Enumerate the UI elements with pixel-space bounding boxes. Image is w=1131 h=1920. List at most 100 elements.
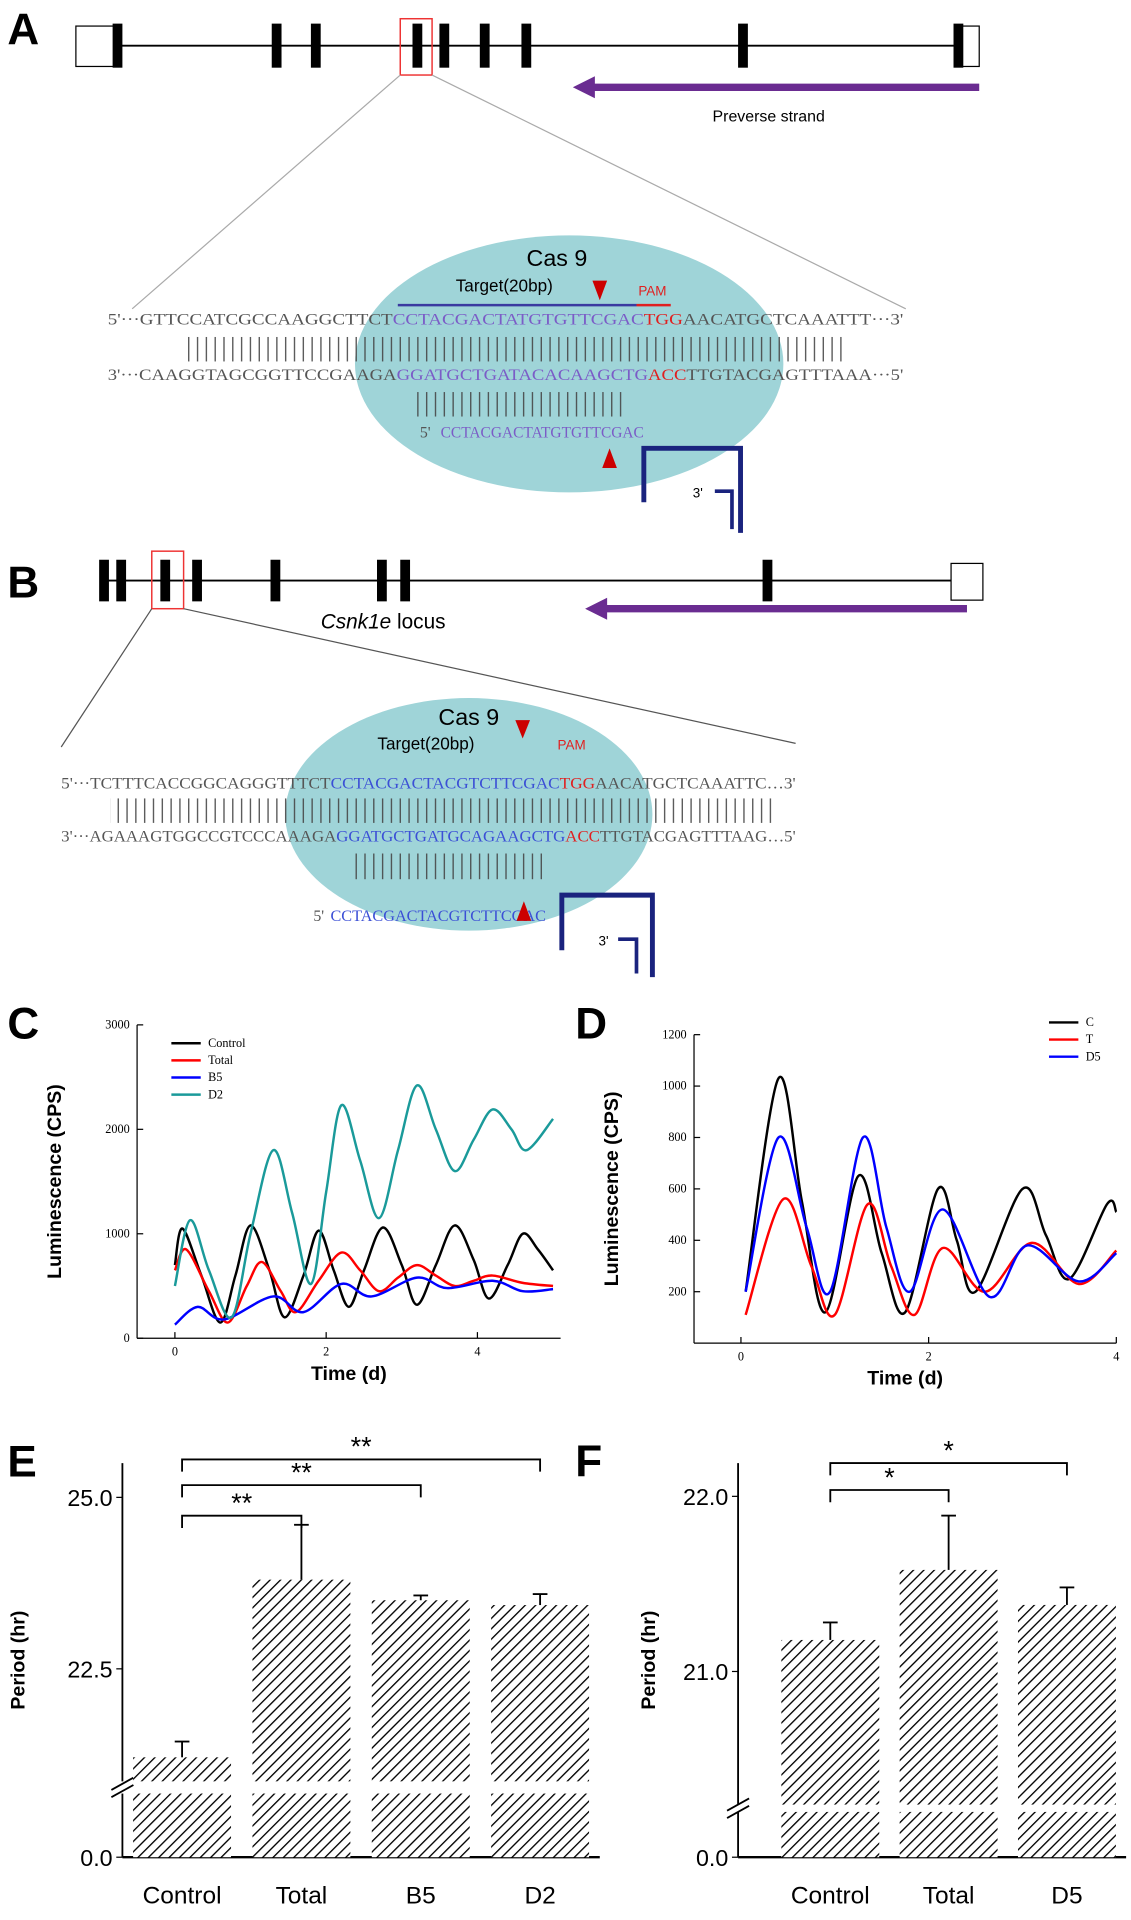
zoom-line <box>131 74 401 310</box>
scaffold-end: 3' <box>693 485 703 500</box>
series-line <box>744 1197 1118 1318</box>
seq-part: AACATGCTCAAATTC…3' <box>595 776 796 793</box>
seq-pam: TGG <box>644 312 683 329</box>
bar <box>252 1579 351 1782</box>
y-tick-label: 25.0 <box>67 1485 112 1511</box>
series-line <box>174 1276 554 1326</box>
seq-part: 5'···GTTCCATCGCCAAGGCTTCT <box>108 312 393 329</box>
y-tick-label: 0.0 <box>80 1845 112 1871</box>
seq-pam: TGG <box>560 776 595 793</box>
zoom-line <box>183 608 796 744</box>
legend-label: T <box>1086 1032 1094 1046</box>
series-line <box>173 1224 555 1324</box>
bar-lower <box>252 1793 351 1858</box>
y-tick-label: 3000 <box>105 1018 129 1032</box>
target-label: Target(20bp) <box>377 733 474 753</box>
bar-lower <box>133 1793 232 1858</box>
seq-pam: ACC <box>565 828 600 845</box>
scaffold <box>618 937 639 974</box>
significance-bracket <box>181 1484 422 1498</box>
y-tick-label: 21.0 <box>683 1659 728 1685</box>
bottom-strand: 3'···AGAAAGTGGCCGTCCCAAAGA GGATGCTGATGCAG… <box>61 828 796 845</box>
significance-label: * <box>884 1462 895 1492</box>
zoom-line <box>431 74 907 310</box>
scaffold <box>641 445 743 533</box>
bar <box>491 1605 590 1782</box>
bar-lower <box>371 1793 470 1858</box>
y-tick-label: 22.0 <box>683 1484 728 1510</box>
bar <box>1017 1604 1116 1805</box>
guide-seq: CCTACGACTATGTGTTCGAC <box>441 424 644 441</box>
significance-label: ** <box>291 1457 312 1487</box>
guide-seq: CCTACGACTACGTCTTCGAC <box>330 908 545 925</box>
bar-lower <box>491 1793 590 1858</box>
bottom-strand: 3'···CAAGGTAGCGGTTCCGAAGA GGATGCTGATACACA… <box>108 367 904 384</box>
panel-a: A Preverse strand Cas 9 Target(20bp) PAM… <box>7 5 980 533</box>
panel-label: F <box>575 1438 602 1487</box>
bar-lower <box>899 1811 998 1858</box>
bar-lower <box>1017 1811 1116 1858</box>
bar <box>899 1569 998 1805</box>
utr-box <box>75 25 117 68</box>
exons <box>112 23 964 68</box>
axis-break <box>726 1804 750 1819</box>
scaffold <box>559 892 655 978</box>
pam-label: PAM <box>558 737 586 752</box>
seq-pam: ACC <box>648 367 686 384</box>
strand-label: Preverse strand <box>713 109 825 126</box>
highlight-box <box>151 550 185 610</box>
series-line <box>744 1135 1118 1299</box>
cut-arrow <box>592 280 608 301</box>
base-pairs <box>183 336 845 362</box>
x-tick-label: Control <box>143 1883 222 1910</box>
y-tick-label: 22.5 <box>67 1656 112 1682</box>
scaffold <box>714 489 734 530</box>
bar <box>133 1757 232 1782</box>
target-label: Target(20bp) <box>456 276 553 296</box>
x-tick-label: D5 <box>1051 1883 1082 1910</box>
panel-label: B <box>7 559 39 608</box>
legend-label: D2 <box>208 1087 223 1101</box>
x-tick-label: B5 <box>406 1883 436 1910</box>
pam-label: PAM <box>638 283 666 298</box>
cut-arrow <box>515 720 531 739</box>
x-tick-label: 2 <box>323 1344 329 1358</box>
y-axis-label: Period (hr) <box>638 1611 660 1710</box>
seq-part: AACATGCTCAAATTT···3' <box>683 312 904 329</box>
series-line <box>173 1084 555 1320</box>
legend-label: D5 <box>1086 1049 1101 1063</box>
base-pairs <box>416 392 625 417</box>
seq-part: TTGTACGAGTTTAAG…5' <box>600 828 796 845</box>
y-tick-label: 1200 <box>662 1027 686 1041</box>
seq-part: 5'···TCTTTCACCGGCAGGGTTTCT <box>61 776 331 793</box>
significance-bracket <box>829 1489 950 1503</box>
x-tick-label: 4 <box>1113 1349 1119 1363</box>
locus-word: locus <box>391 610 445 633</box>
panel-label: C <box>7 999 39 1048</box>
y-tick-label: 2000 <box>105 1122 129 1136</box>
base-pairs <box>348 853 545 880</box>
y-tick-label: 1000 <box>662 1079 686 1093</box>
significance-bracket <box>181 1458 542 1472</box>
bar <box>781 1639 880 1805</box>
seq-target: CCTACGACTACGTCTTCGAC <box>331 776 560 793</box>
seq-part: TTGTACGAGTTTAAA···5' <box>686 367 903 384</box>
zoom-line <box>60 608 153 748</box>
y-tick-label: 200 <box>668 1284 686 1298</box>
arrow-head <box>572 76 595 99</box>
cut-arrow <box>516 901 532 921</box>
axis-break <box>110 1784 134 1799</box>
x-tick-label: 2 <box>926 1349 932 1363</box>
series-line <box>173 1247 554 1324</box>
seq-part: 3'···AGAAAGTGGCCGTCCCAAAGA <box>61 828 337 845</box>
panel-label: D <box>575 999 607 1048</box>
significance-label: ** <box>231 1488 252 1518</box>
locus-label: Csnk1e locus <box>321 610 446 633</box>
guide-5: 5' <box>420 424 431 441</box>
base-pairs <box>110 798 778 823</box>
x-axis-label: Time (d) <box>311 1363 387 1385</box>
x-tick-label: Total <box>923 1883 975 1910</box>
x-tick-label: 4 <box>474 1344 480 1358</box>
y-tick-label: 800 <box>668 1130 686 1144</box>
